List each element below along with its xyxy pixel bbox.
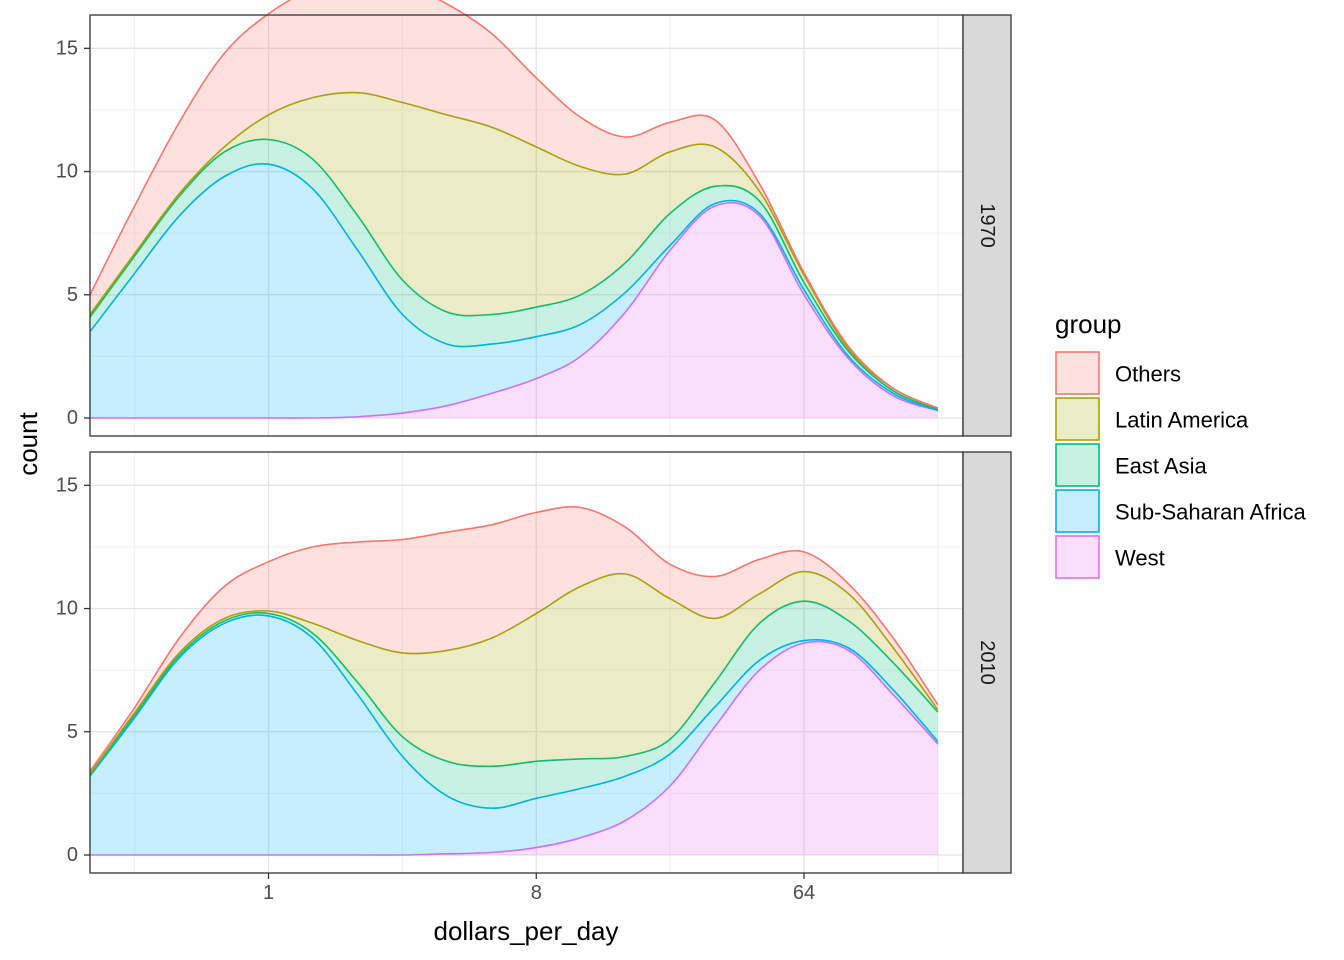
legend-item: West (1055, 535, 1165, 579)
facet-panel-1970: 1970 0 5 10 15 (56, 0, 1012, 437)
y-tick-label: 0 (67, 407, 78, 429)
area-others-2010 (90, 506, 938, 774)
line-east-asia-1970 (89, 138, 939, 411)
y-tick-label: 10 (56, 161, 78, 183)
legend-key (1055, 489, 1100, 533)
area-east-asia-2010 (90, 601, 938, 809)
legend-key (1055, 443, 1100, 487)
legend-key (1055, 397, 1100, 441)
line-others-1970 (89, 0, 939, 409)
y-tick-label: 0 (67, 844, 78, 866)
legend-label: West (1115, 546, 1165, 571)
area-west-2010 (90, 641, 938, 856)
legend-key (1055, 351, 1100, 395)
line-sub-saharan-africa-2010 (89, 614, 939, 810)
x-tick-label: 1 (263, 882, 274, 904)
y-tick-label: 5 (67, 284, 78, 306)
line-latin-america-2010 (89, 570, 939, 775)
y-tick-label: 15 (56, 474, 78, 496)
legend-label: East Asia (1115, 454, 1207, 479)
legend: group Others Latin America East Asia Sub-Sa… (1055, 309, 1307, 579)
line-east-asia-2010 (89, 600, 939, 775)
area-sub-saharan-africa-1970 (90, 163, 938, 419)
legend-key (1055, 535, 1100, 579)
legend-title: group (1055, 309, 1122, 339)
x-tick-label: 64 (793, 882, 815, 904)
area-sub-saharan-africa-2010 (90, 615, 938, 856)
facet-strip (962, 14, 1012, 437)
line-west-2010 (90, 640, 939, 856)
legend-item: Latin America (1055, 397, 1249, 441)
y-tick-label: 5 (67, 721, 78, 743)
legend-label: Latin America (1115, 408, 1249, 433)
facet-strip-label: 2010 (976, 640, 998, 685)
legend-item: Others (1055, 351, 1181, 395)
x-axis: 1 8 64 (263, 873, 815, 904)
facet-strip (962, 451, 1012, 874)
facet-strip-label: 1970 (976, 203, 998, 248)
line-latin-america-1970 (89, 91, 939, 409)
legend-label: Sub-Saharan Africa (1115, 500, 1307, 525)
facet-panel-2010: 2010 0 5 10 15 (56, 451, 1012, 874)
legend-item: Sub-Saharan Africa (1055, 489, 1307, 533)
panels-layer: 1970 0 5 10 15 2010 0 5 10 15 (56, 0, 1012, 874)
area-latin-america-2010 (90, 571, 938, 774)
line-west-1970 (90, 201, 939, 419)
y-tick-label: 10 (56, 598, 78, 620)
x-tick-label: 8 (531, 882, 542, 904)
y-axis-title: count (13, 411, 43, 475)
area-others-1970 (90, 0, 938, 409)
area-west-1970 (90, 202, 938, 419)
legend-label: Others (1115, 362, 1181, 387)
area-latin-america-1970 (90, 92, 938, 410)
line-sub-saharan-africa-1970 (89, 162, 939, 412)
y-tick-label: 15 (56, 37, 78, 59)
x-axis-title: dollars_per_day (433, 916, 618, 946)
line-others-2010 (89, 506, 939, 772)
legend-item: East Asia (1055, 443, 1207, 487)
